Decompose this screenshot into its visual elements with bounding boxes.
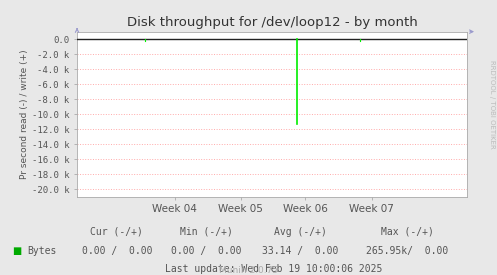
Text: Max (-/+): Max (-/+)	[381, 227, 434, 237]
Text: Bytes: Bytes	[27, 246, 57, 256]
Text: Last update: Wed Feb 19 10:00:06 2025: Last update: Wed Feb 19 10:00:06 2025	[165, 264, 382, 274]
Text: ■: ■	[12, 246, 22, 256]
Text: Cur (-/+): Cur (-/+)	[90, 227, 143, 237]
Text: RRDTOOL / TOBI OETIKER: RRDTOOL / TOBI OETIKER	[489, 60, 495, 149]
Y-axis label: Pr second read (-) / write (+): Pr second read (-) / write (+)	[20, 49, 29, 179]
Text: 33.14 /  0.00: 33.14 / 0.00	[262, 246, 339, 256]
Title: Disk throughput for /dev/loop12 - by month: Disk throughput for /dev/loop12 - by mon…	[127, 16, 417, 29]
Text: Min (-/+): Min (-/+)	[180, 227, 233, 237]
Text: 265.95k/  0.00: 265.95k/ 0.00	[366, 246, 449, 256]
Text: 0.00 /  0.00: 0.00 / 0.00	[171, 246, 242, 256]
Text: 0.00 /  0.00: 0.00 / 0.00	[82, 246, 152, 256]
Text: Avg (-/+): Avg (-/+)	[274, 227, 327, 237]
Text: Munin 2.0.75: Munin 2.0.75	[219, 266, 278, 275]
